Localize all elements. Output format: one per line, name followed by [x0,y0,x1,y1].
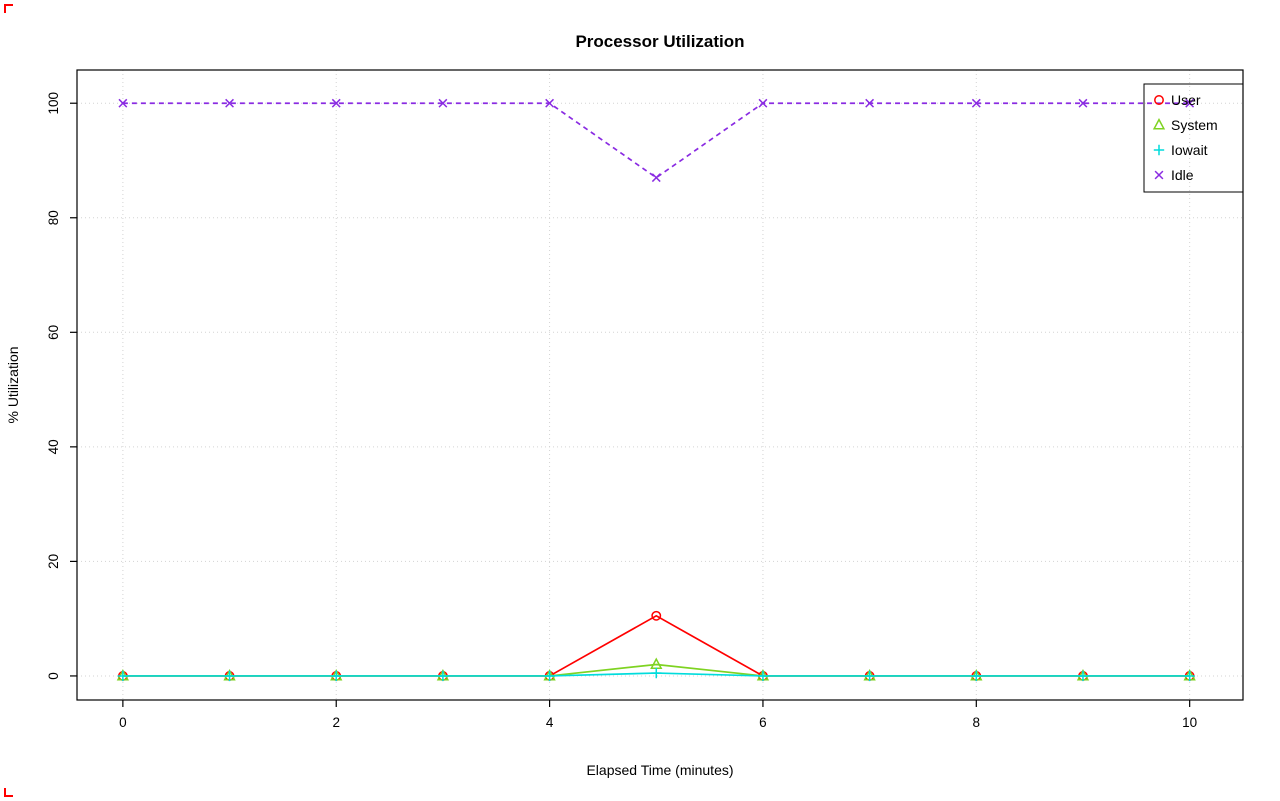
legend-label-system: System [1171,117,1218,133]
legend-label-idle: Idle [1171,167,1194,183]
series-idle [118,98,1195,183]
plus-marker [1184,670,1195,682]
plus-marker [224,670,235,682]
circle-marker [1154,95,1164,105]
x-marker [971,98,981,108]
x-marker [225,98,234,108]
x-tick-label: 4 [546,715,554,730]
x-marker [545,98,555,108]
plus-marker [437,670,449,682]
x-marker [118,98,128,108]
y-tick-label: 0 [46,672,61,680]
y-tick-label: 100 [46,92,61,115]
x-marker [1185,98,1195,108]
y-tick-label: 60 [46,325,61,340]
y-tick-label: 40 [46,439,61,454]
x-tick-label: 6 [759,715,767,730]
x-marker [438,98,448,108]
x-tick-label: 8 [973,715,981,730]
y-tick-label: 80 [46,210,61,225]
x-axis-label: Elapsed Time (minutes) [586,762,733,778]
plus-marker [117,670,129,682]
plus-marker [864,670,875,682]
chart-title: Processor Utilization [575,32,744,51]
y-tick-label: 20 [46,554,61,569]
x-tick-label: 0 [119,715,127,730]
series-line-user [122,614,1190,677]
x-marker [1078,98,1088,108]
plot-border [76,69,1244,701]
corner-crop-mark-top-left [4,4,13,13]
series-iowait [117,667,1195,682]
circle-marker [651,610,662,621]
legend: User System Iowait Idle [1143,83,1244,193]
plus-marker [971,670,982,682]
plus-marker [757,670,769,682]
corner-crop-mark-bottom-left [4,788,13,797]
x-marker [651,173,661,183]
legend-label-iowait: Iowait [1171,142,1208,158]
plus-marker [651,667,662,679]
x-marker [865,98,875,108]
plus-marker [544,670,555,682]
x-marker [758,98,768,108]
legend-box [1143,83,1244,193]
x-tick-label: 2 [332,715,340,730]
series-line-idle [122,102,1190,179]
plus-marker [1077,670,1089,682]
plus-marker [1153,144,1165,156]
x-marker [1154,170,1164,180]
triangle-marker [1152,118,1166,130]
x-tick-label: 10 [1182,715,1197,730]
y-axis-label: % Utilization [5,346,21,423]
x-marker [331,98,341,108]
plus-marker [331,670,342,682]
legend-label-user: User [1171,92,1201,108]
